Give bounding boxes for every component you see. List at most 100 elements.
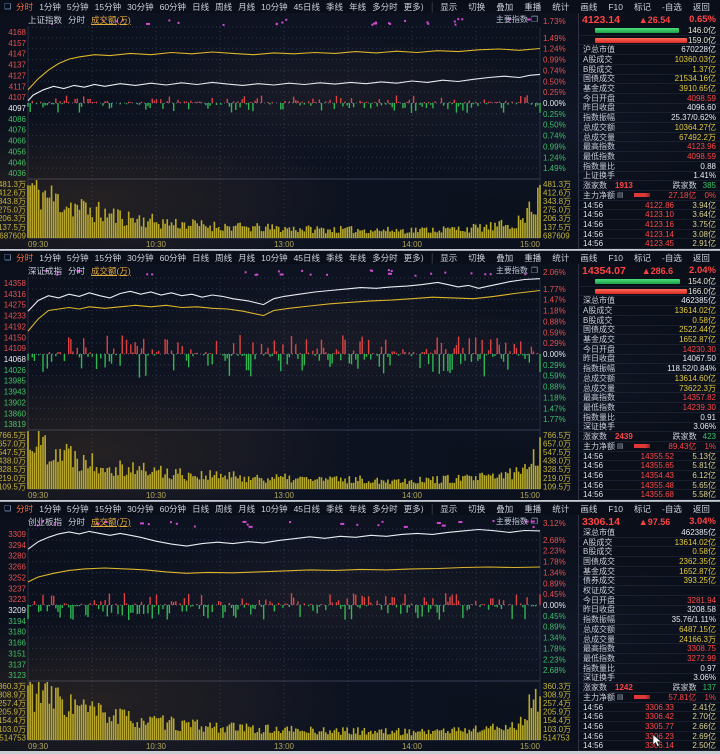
period-menu-item[interactable]: 日线 — [192, 503, 210, 514]
direction-bar — [496, 338, 498, 354]
period-menu-item[interactable]: 5分钟 — [66, 503, 89, 514]
period-menu-item[interactable]: 月线 — [238, 1, 256, 12]
period-menu-item[interactable]: 年线 — [349, 1, 367, 12]
chart-title-metric[interactable]: 成交额(万) — [91, 516, 131, 527]
period-menu-item[interactable]: 日线 — [192, 1, 210, 12]
period-menu-item[interactable]: 分时 — [16, 252, 34, 263]
window-icon[interactable]: ❏ — [4, 253, 12, 262]
action-menu-item[interactable]: 画线 — [580, 1, 598, 12]
action-menu-item[interactable]: 切换 — [468, 252, 486, 263]
major-index-selector[interactable]: 主要指数 ❐ — [496, 516, 540, 527]
volume-bar — [170, 222, 173, 238]
period-menu-item[interactable]: 60分钟 — [159, 503, 187, 514]
period-menu-item[interactable]: 30分钟 — [127, 1, 154, 12]
period-menu-item[interactable]: 45日线 — [293, 1, 321, 12]
period-menu-item[interactable]: 10分钟 — [261, 252, 288, 263]
action-menu-item[interactable]: 叠加 — [496, 252, 514, 263]
action-menu-item[interactable]: -自选 — [662, 503, 682, 514]
action-menu-item[interactable]: 返回 — [692, 1, 710, 12]
action-menu-item[interactable]: 重播 — [524, 1, 542, 12]
period-menu-item[interactable]: 季线 — [326, 1, 344, 12]
period-menu-item[interactable]: 30分钟 — [127, 252, 154, 263]
period-menu-item[interactable]: 周线 — [215, 503, 233, 514]
direction-bar — [33, 354, 36, 361]
action-menu-item[interactable]: -自选 — [662, 252, 682, 263]
action-menu-item[interactable]: 显示 — [440, 1, 458, 12]
chart-title-metric[interactable]: 成交额(万) — [91, 14, 131, 25]
action-menu-item[interactable]: 画线 — [580, 252, 598, 263]
action-menu-item[interactable]: 重播 — [524, 503, 542, 514]
period-menu-item[interactable]: 5分钟 — [66, 252, 89, 263]
period-menu-item[interactable]: 更多⟩ — [403, 252, 424, 263]
period-menu-item[interactable]: 多分时 — [372, 503, 398, 514]
direction-bar — [149, 596, 151, 605]
period-menu-item[interactable]: 周线 — [215, 252, 233, 263]
action-menu-item[interactable]: 标记 — [633, 252, 651, 263]
action-menu-item[interactable]: 返回 — [692, 252, 710, 263]
volume-bar — [451, 728, 453, 740]
action-menu-item[interactable]: 重播 — [524, 252, 542, 263]
action-menu-item[interactable]: 统计 — [552, 252, 570, 263]
action-menu-item[interactable]: F10 — [608, 1, 623, 12]
window-icon[interactable]: ❏ — [4, 504, 12, 513]
period-menu-item[interactable]: 45日线 — [293, 503, 321, 514]
period-menu-item[interactable]: 分时 — [16, 503, 34, 514]
action-menu-item[interactable]: 叠加 — [496, 503, 514, 514]
chart-title-metric[interactable]: 成交额(万) — [91, 265, 131, 276]
period-menu-item[interactable]: 15分钟 — [94, 503, 122, 514]
period-menu-item[interactable]: 季线 — [326, 252, 344, 263]
period-menu-item[interactable]: 年线 — [349, 252, 367, 263]
period-menu-item[interactable]: 1分钟 — [39, 1, 61, 12]
direction-bar — [307, 605, 310, 607]
action-menu-item[interactable]: 标记 — [633, 1, 651, 12]
volume-bar — [275, 726, 278, 740]
action-menu-item[interactable]: F10 — [608, 252, 623, 263]
action-menu-item[interactable]: 叠加 — [496, 1, 514, 12]
volume-bar — [142, 720, 145, 740]
window-icon[interactable]: ❏ — [4, 2, 12, 11]
action-menu-item[interactable]: 显示 — [440, 252, 458, 263]
period-menu-item[interactable]: 月线 — [238, 252, 256, 263]
period-menu-item[interactable]: 多分时 — [372, 252, 398, 263]
period-menu-item[interactable]: 分时 — [16, 1, 34, 12]
action-menu-item[interactable]: 切换 — [468, 1, 486, 12]
action-menu-item[interactable]: 统计 — [552, 1, 570, 12]
period-menu-item[interactable]: 更多⟩ — [403, 503, 424, 514]
period-menu-item[interactable]: 多分时 — [372, 1, 398, 12]
period-menu-item[interactable]: 10分钟 — [261, 1, 288, 12]
period-menu-item[interactable]: 月线 — [238, 503, 256, 514]
action-menu-item[interactable]: 统计 — [552, 503, 570, 514]
minute-chart[interactable]: 1435814316142751423314192141501410914068… — [0, 264, 578, 500]
period-menu-item[interactable]: 年线 — [349, 503, 367, 514]
direction-bar — [125, 603, 128, 605]
action-menu-item[interactable]: 切换 — [468, 503, 486, 514]
period-menu-item[interactable]: 1分钟 — [39, 503, 61, 514]
period-menu-item[interactable]: 周线 — [215, 1, 233, 12]
direction-bar — [410, 603, 413, 605]
action-menu-item[interactable]: -自选 — [662, 1, 682, 12]
period-menu-item[interactable]: 60分钟 — [159, 1, 187, 12]
major-index-selector[interactable]: 主要指数 ❐ — [496, 14, 540, 25]
volume-bar — [234, 730, 237, 740]
signal-dot — [427, 22, 430, 25]
period-menu-item[interactable]: 5分钟 — [66, 1, 89, 12]
period-menu-item[interactable]: 10分钟 — [261, 503, 288, 514]
time-axis-label: 13:00 — [274, 240, 295, 249]
action-menu-item[interactable]: 返回 — [692, 503, 710, 514]
major-index-selector[interactable]: 主要指数 ❐ — [496, 265, 540, 276]
period-menu-item[interactable]: 60分钟 — [159, 252, 187, 263]
period-menu-item[interactable]: 季线 — [326, 503, 344, 514]
period-menu-item[interactable]: 15分钟 — [94, 252, 122, 263]
action-menu-item[interactable]: 标记 — [633, 503, 651, 514]
period-menu-item[interactable]: 45日线 — [293, 252, 321, 263]
period-menu-item[interactable]: 日线 — [192, 252, 210, 263]
action-menu-item[interactable]: 显示 — [440, 503, 458, 514]
period-menu-item[interactable]: 更多⟩ — [403, 1, 424, 12]
action-menu-item[interactable]: 画线 — [580, 503, 598, 514]
minute-chart[interactable]: 4168415741474137412741174107409740864076… — [0, 13, 578, 249]
period-menu-item[interactable]: 30分钟 — [127, 503, 154, 514]
minute-chart[interactable]: 3309329432803266325232373223320931943180… — [0, 515, 578, 751]
period-menu-item[interactable]: 1分钟 — [39, 252, 61, 263]
period-menu-item[interactable]: 15分钟 — [94, 1, 122, 12]
action-menu-item[interactable]: F10 — [608, 503, 623, 514]
